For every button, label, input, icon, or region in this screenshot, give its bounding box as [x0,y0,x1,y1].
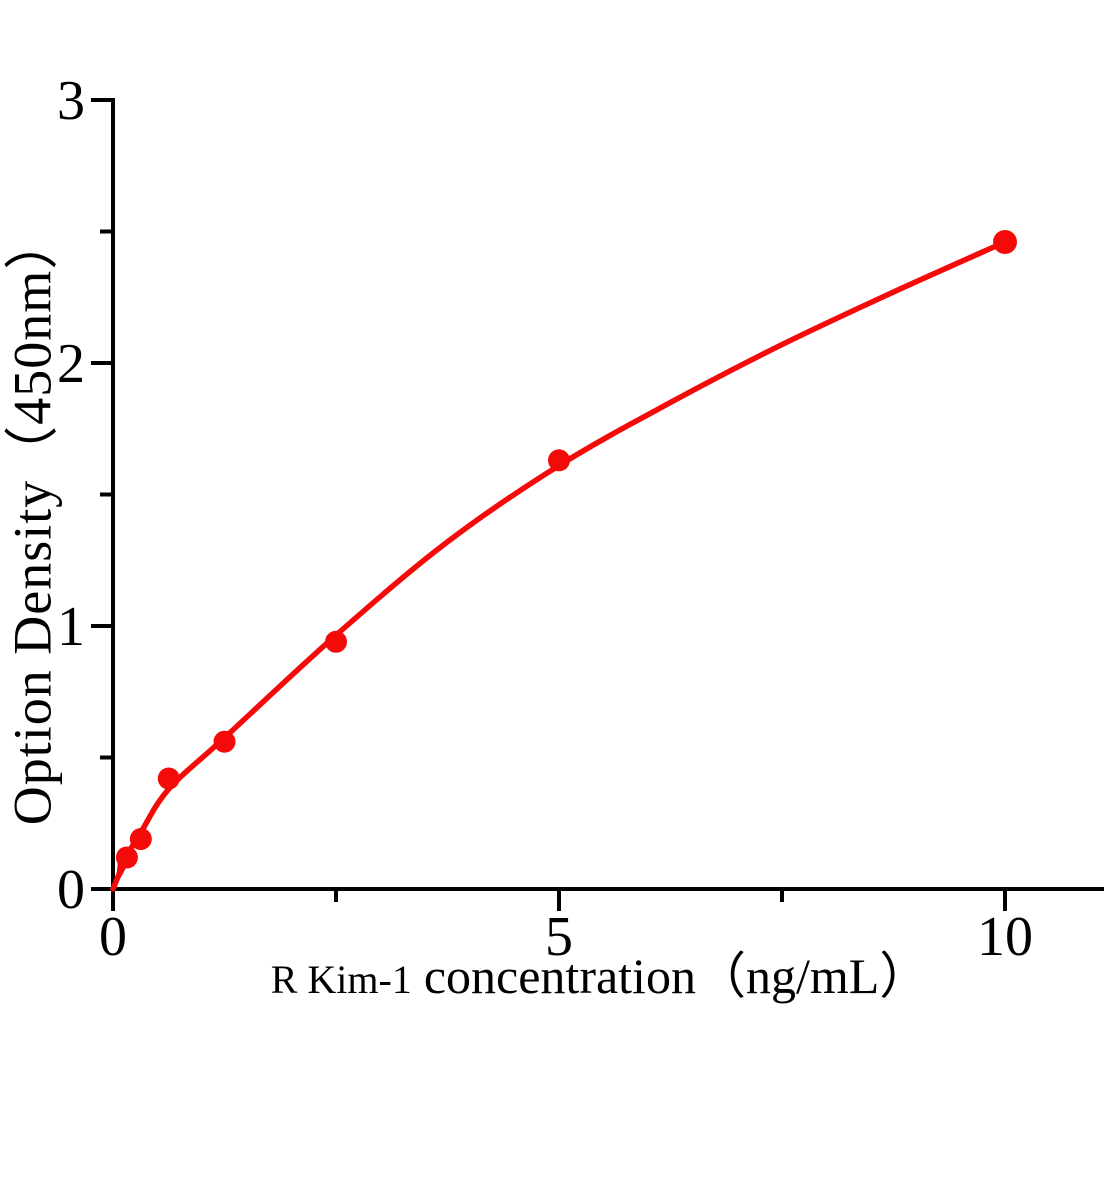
tick-labels: 0 1 2 3 0 5 10 [57,70,1033,968]
data-point [213,730,236,753]
y-axis-tick-label: 3 [57,70,85,132]
y-axis-tick-label: 0 [57,859,85,921]
x-axis-tick-label: 0 [99,906,127,968]
y-axis-title: Option Density（450nm） [2,214,63,826]
y-axis-tick-label: 2 [57,333,85,395]
data-point [548,449,570,472]
data-points [115,230,1017,888]
y-axis-tick-label: 1 [57,596,85,658]
x-axis-title-prefix: R Kim-1 [270,957,412,1002]
data-point [115,846,138,869]
x-axis-title: R Kim-1 concentration（ng/mL） [271,936,930,1008]
x-axis-tick-label: 10 [977,906,1033,968]
x-axis-title-main: concentration（ng/mL） [423,948,930,1004]
data-point [157,767,180,790]
axes [91,98,1104,911]
fit-curve [110,239,1008,892]
data-point [129,828,152,851]
data-point [993,230,1017,255]
x-axis-tick-label: 5 [545,906,573,968]
data-point [325,630,347,653]
